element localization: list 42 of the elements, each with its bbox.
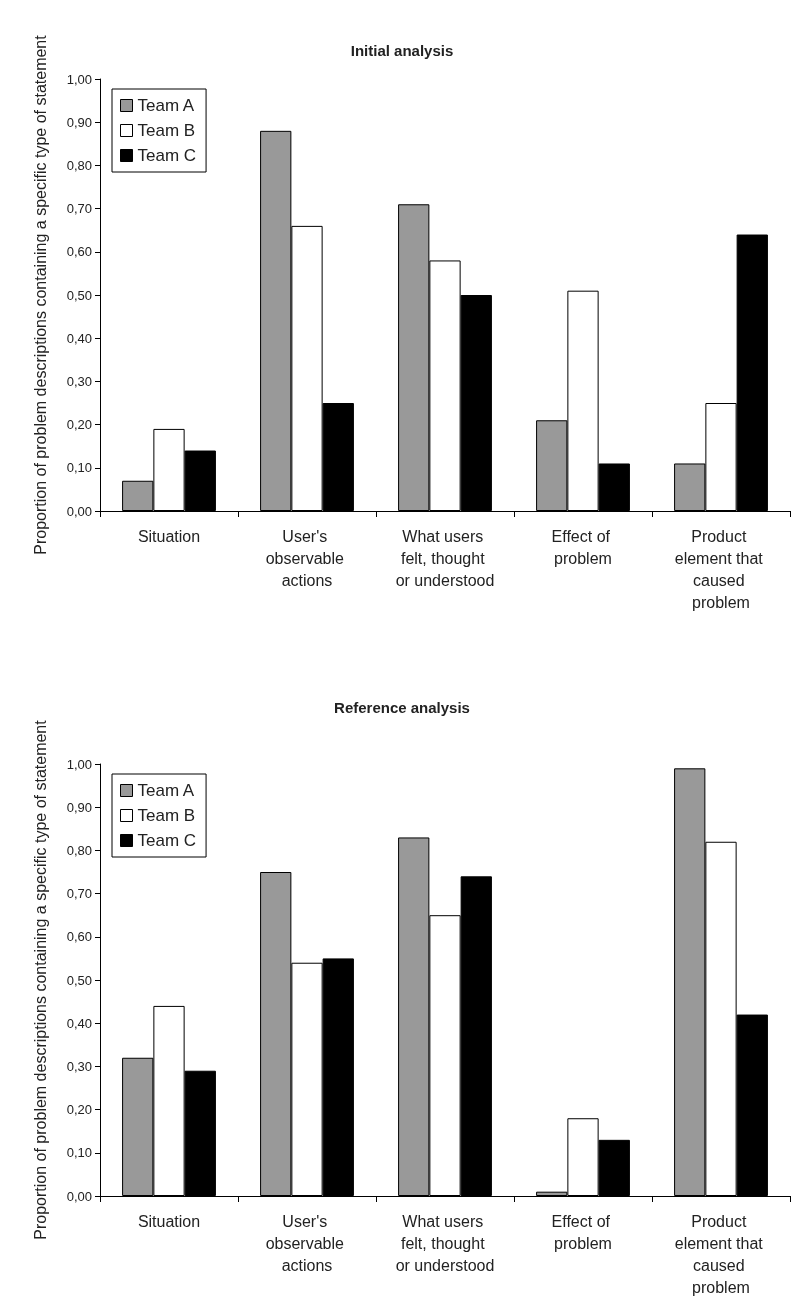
legend-label: Team C bbox=[137, 831, 197, 850]
x-tick-label: User's observable actions bbox=[265, 1212, 349, 1274]
y-tick-label: 1,00 bbox=[66, 756, 92, 772]
x-tick-label: Situation bbox=[137, 1212, 201, 1230]
y-tick-label: 1,00 bbox=[66, 71, 92, 87]
y-tick-label: 0,70 bbox=[66, 201, 92, 217]
legend-label: Team A bbox=[137, 781, 195, 800]
y-tick-label: 0,20 bbox=[66, 1102, 92, 1118]
y-tick-label: 0,90 bbox=[66, 114, 92, 130]
legend-label: Team B bbox=[137, 121, 196, 140]
y-tick-label: 0,20 bbox=[66, 417, 92, 433]
x-tick-label: What users felt, thought or understood bbox=[395, 527, 495, 589]
chart-title: Initial analysis bbox=[350, 42, 454, 59]
y-tick-label: 0,10 bbox=[66, 460, 92, 476]
y-axis-title: Proportion of problem descriptions containing a specific type of statement bbox=[31, 34, 49, 555]
y-axis-title: Proportion of problem descriptions containing a specific type of statement bbox=[31, 719, 49, 1240]
y-tick-label: 0,70 bbox=[66, 886, 92, 902]
y-tick-label: 0,40 bbox=[66, 1015, 92, 1031]
x-tick-label: What users felt, thought or understood bbox=[395, 1212, 495, 1274]
x-tick-label: Effect of problem bbox=[551, 1212, 615, 1252]
y-tick-label: 0,10 bbox=[66, 1145, 92, 1161]
x-tick-label: Effect of problem bbox=[551, 527, 615, 567]
chart-title: Reference analysis bbox=[334, 699, 470, 716]
y-tick-label: 0,50 bbox=[66, 287, 92, 303]
x-tick-label: Product element that caused problem bbox=[674, 1212, 768, 1296]
x-tick-label: Product element that caused problem bbox=[674, 527, 768, 611]
y-tick-label: 0,30 bbox=[66, 1058, 92, 1074]
y-tick-label: 0,30 bbox=[66, 373, 92, 389]
y-tick-label: 0,40 bbox=[66, 330, 92, 346]
legend-label: Team A bbox=[137, 96, 195, 115]
y-tick-label: 0,60 bbox=[66, 929, 92, 945]
y-tick-label: 0,50 bbox=[66, 972, 92, 988]
y-tick-label: 0,90 bbox=[66, 799, 92, 815]
y-tick-label: 0,00 bbox=[66, 1188, 92, 1204]
y-tick-label: 0,80 bbox=[66, 157, 92, 173]
x-tick-label: User's observable actions bbox=[265, 527, 349, 589]
y-tick-label: 0,60 bbox=[66, 244, 92, 260]
legend-label: Team B bbox=[137, 806, 196, 825]
y-tick-label: 0,80 bbox=[66, 842, 92, 858]
y-tick-label: 0,00 bbox=[66, 503, 92, 519]
x-tick-label: Situation bbox=[137, 527, 201, 545]
legend-label: Team C bbox=[137, 146, 197, 165]
